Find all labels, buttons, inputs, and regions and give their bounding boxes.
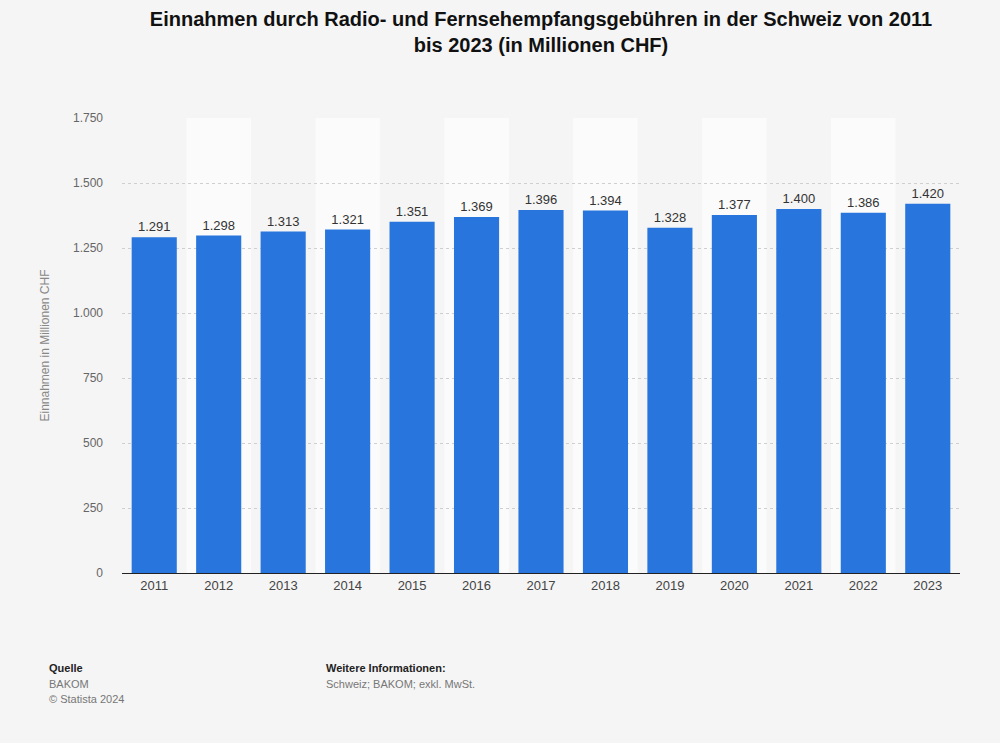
svg-text:1.328: 1.328 (654, 210, 687, 225)
svg-text:1.396: 1.396 (525, 192, 558, 207)
svg-text:2016: 2016 (462, 578, 491, 593)
svg-text:2022: 2022 (849, 578, 878, 593)
svg-text:BAKOM: BAKOM (49, 678, 89, 690)
svg-text:2013: 2013 (269, 578, 298, 593)
svg-text:1.313: 1.313 (267, 214, 300, 229)
svg-text:1.750: 1.750 (73, 111, 103, 125)
svg-text:1.386: 1.386 (847, 195, 880, 210)
svg-text:2018: 2018 (591, 578, 620, 593)
svg-text:1.000: 1.000 (73, 306, 103, 320)
svg-text:Weitere Informationen:: Weitere Informationen: (326, 662, 446, 674)
svg-text:2012: 2012 (204, 578, 233, 593)
svg-text:1.400: 1.400 (783, 191, 816, 206)
svg-text:2017: 2017 (527, 578, 556, 593)
svg-text:© Statista 2024: © Statista 2024 (49, 693, 124, 705)
svg-text:500: 500 (83, 436, 103, 450)
svg-text:2020: 2020 (720, 578, 749, 593)
svg-text:2014: 2014 (333, 578, 362, 593)
svg-text:750: 750 (83, 371, 103, 385)
svg-text:1.351: 1.351 (396, 204, 429, 219)
svg-text:2023: 2023 (913, 578, 942, 593)
svg-text:1.250: 1.250 (73, 241, 103, 255)
svg-text:1.500: 1.500 (73, 176, 103, 190)
svg-text:2019: 2019 (655, 578, 684, 593)
svg-text:1.377: 1.377 (718, 197, 751, 212)
svg-text:1.420: 1.420 (911, 186, 944, 201)
svg-text:2021: 2021 (784, 578, 813, 593)
svg-text:1.321: 1.321 (331, 212, 364, 227)
svg-text:Quelle: Quelle (49, 662, 83, 674)
svg-text:1.298: 1.298 (202, 218, 235, 233)
svg-text:2011: 2011 (140, 578, 168, 593)
svg-text:Einnahmen durch Radio- und Fer: Einnahmen durch Radio- und Fernsehempfan… (150, 8, 932, 56)
svg-text:1.369: 1.369 (460, 199, 493, 214)
svg-text:0: 0 (96, 566, 103, 580)
svg-text:2015: 2015 (398, 578, 427, 593)
svg-text:Schweiz; BAKOM; exkl. MwSt.: Schweiz; BAKOM; exkl. MwSt. (326, 678, 475, 690)
svg-text:250: 250 (83, 501, 103, 515)
svg-text:Einnahmen in Millionen CHF: Einnahmen in Millionen CHF (38, 269, 52, 421)
svg-text:1.291: 1.291 (138, 219, 171, 234)
svg-text:1.394: 1.394 (589, 193, 622, 208)
